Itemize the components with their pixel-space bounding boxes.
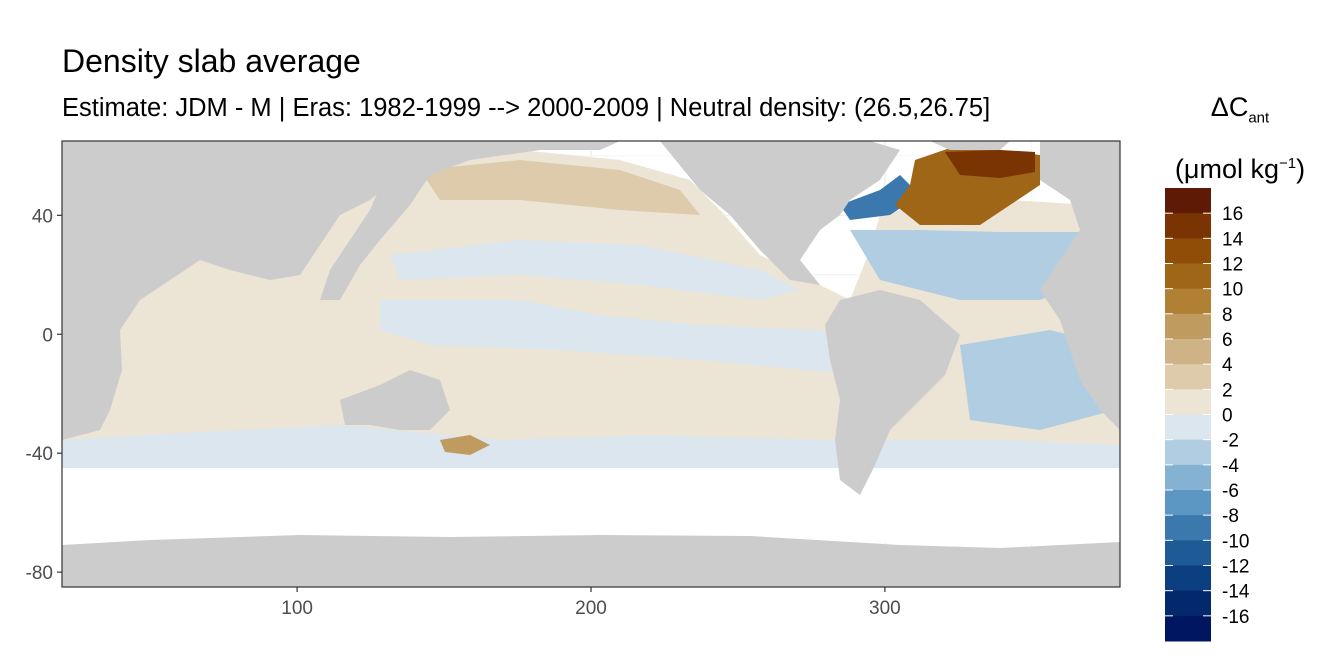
legend-label: 2: [1222, 380, 1233, 401]
land-north-america: [660, 141, 900, 285]
legend-label: 12: [1222, 255, 1243, 276]
map-panel: [62, 141, 1120, 587]
legend-title-variable: ΔCant: [1150, 84, 1330, 141]
y-tick-label: -80: [26, 563, 53, 584]
legend-label: -8: [1222, 506, 1239, 527]
legend-title: ΔCant (μmol kg−1): [1150, 84, 1330, 192]
land-asia: [320, 141, 620, 300]
legend-label: -12: [1222, 557, 1249, 578]
land-masses: [62, 141, 1120, 587]
legend-swatch: [1165, 364, 1211, 390]
legend-label: -6: [1222, 481, 1239, 502]
legend-label: 16: [1222, 204, 1243, 225]
legend-swatch: [1165, 615, 1211, 642]
legend-swatch: [1165, 540, 1211, 566]
y-tick-label: 0: [42, 325, 53, 346]
north-pacific-band: [390, 240, 800, 300]
legend-swatch: [1165, 188, 1211, 214]
legend-swatch: [1165, 339, 1211, 365]
land-europe-africa-east: [1040, 141, 1120, 430]
legend-swatch: [1165, 565, 1211, 592]
legend-label: -10: [1222, 531, 1249, 552]
north-atlantic-dark: [945, 150, 1035, 178]
labrador-sea-blue: [840, 175, 920, 220]
land-south-america: [825, 290, 960, 495]
southern-missing-band: [62, 468, 1120, 543]
legend-swatch: [1165, 439, 1211, 466]
x-tick-label: 100: [281, 598, 313, 619]
land-greenland: [930, 141, 1010, 150]
legend-label: 14: [1222, 229, 1244, 250]
y-tick-label: 40: [32, 206, 53, 227]
legend-swatch: [1165, 590, 1211, 617]
legend-label: 10: [1222, 280, 1243, 301]
legend-swatch: [1165, 414, 1211, 441]
chart-title: Density slab average: [62, 43, 361, 79]
legend-title-unit: (μmol kg−1): [1150, 141, 1330, 192]
land-antarctica: [62, 535, 1120, 587]
tasman-brown: [440, 435, 490, 455]
legend-title-main: ΔC: [1210, 92, 1249, 122]
chart-subtitle: Estimate: JDM - M | Eras: 1982-1999 --> …: [62, 94, 991, 122]
legend-label: -14: [1222, 582, 1250, 603]
legend-title-sub: ant: [1248, 109, 1270, 127]
legend-swatch: [1165, 490, 1211, 516]
legend-label: 6: [1222, 330, 1233, 351]
legend-unit-sup: −1: [1278, 155, 1297, 173]
land-australia: [340, 370, 450, 430]
legend-label: -16: [1222, 607, 1249, 628]
legend-swatch: [1165, 313, 1211, 340]
legend-swatch: [1165, 263, 1211, 290]
legend-label: -4: [1222, 456, 1239, 477]
legend-unit-main: (μmol kg: [1174, 154, 1279, 185]
legend-swatch: [1165, 464, 1211, 491]
x-tick-label: 300: [869, 598, 901, 619]
land-africa-eurasia-west: [62, 141, 400, 440]
y-tick-label: -40: [26, 444, 53, 465]
legend-label: -2: [1222, 431, 1239, 452]
legend-unit-close: ): [1296, 154, 1306, 185]
legend-swatch: [1165, 389, 1211, 415]
subpolar-pacific-tan: [420, 160, 700, 215]
legend-label: 8: [1222, 305, 1233, 326]
x-tick-label: 200: [575, 598, 607, 619]
legend-swatch: [1165, 238, 1211, 264]
legend-swatch: [1165, 288, 1211, 315]
legend-swatch: [1165, 213, 1211, 239]
legend-swatch: [1165, 515, 1211, 541]
legend-labels: 16 14 12 10 8 6 4 2 0 -2 -4 -6 -8 -10 -12 -14 -16: [1165, 204, 1250, 628]
legend-label: 0: [1222, 406, 1233, 427]
equatorial-pacific-band: [380, 300, 860, 375]
legend-colorbar: [1165, 188, 1211, 642]
legend-label: 4: [1222, 355, 1233, 376]
